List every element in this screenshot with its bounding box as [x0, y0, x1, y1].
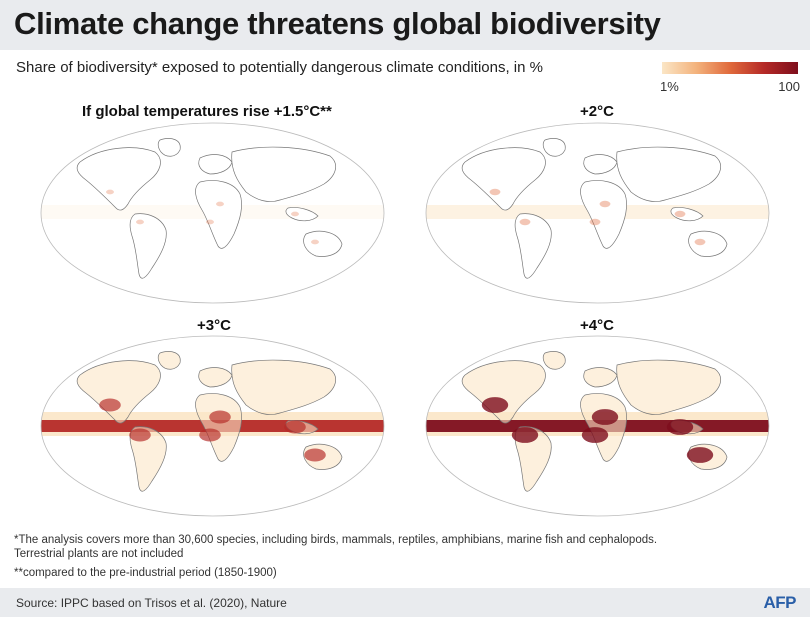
heat-hotspot [481, 397, 509, 413]
map-border [40, 122, 385, 304]
footnote-preindustrial: **compared to the pre-industrial period … [14, 567, 277, 579]
land-north-america [76, 360, 161, 424]
land-greenland [542, 138, 566, 157]
heat-hotspot [99, 398, 121, 412]
heat-hotspot [694, 238, 706, 246]
color-legend: 1% 100 [660, 62, 800, 98]
heat-hotspot [291, 211, 299, 217]
chart-subtitle: Share of biodiversity* exposed to potent… [16, 59, 543, 76]
land-north-america [461, 147, 546, 211]
land-europe [198, 154, 233, 175]
panel-title-3c: +3°C [197, 317, 231, 334]
world-map-3c [40, 335, 385, 517]
map-border [425, 122, 770, 304]
land-greenland [157, 351, 181, 370]
land-africa [580, 393, 627, 462]
heat-hotspot [106, 189, 114, 195]
source-bar: Source: IPPC based on Trisos et al. (202… [0, 588, 810, 617]
legend-gradient-bar [662, 62, 798, 74]
land-europe [583, 367, 618, 388]
heat-hotspot [129, 428, 151, 442]
heat-hotspot [581, 427, 609, 443]
footnote-species: *The analysis covers more than 30,600 sp… [14, 534, 658, 546]
heat-hotspot [284, 420, 306, 434]
panel-title-1-5c: If global temperatures rise +1.5°C** [82, 103, 332, 120]
panel-title-4c: +4°C [580, 317, 614, 334]
heat-hotspot [599, 200, 611, 208]
chart-title: Climate change threatens global biodiver… [14, 6, 661, 41]
source-text: Source: IPPC based on Trisos et al. (202… [16, 596, 287, 610]
heat-hotspot [686, 447, 714, 463]
land-maritime-asia [285, 207, 319, 222]
panel-title-2c: +2°C [580, 103, 614, 120]
afp-logo: AFP [763, 593, 797, 612]
heat-hotspot [511, 427, 539, 443]
land-africa [195, 180, 242, 249]
footnote-plants: Terrestrial plants are not included [14, 548, 184, 560]
land-asia [616, 359, 722, 415]
land-north-america [76, 147, 161, 211]
heat-hotspot [591, 409, 619, 425]
legend-min-label: 1% [660, 79, 679, 94]
heat-hotspot [199, 428, 221, 442]
land-greenland [542, 351, 566, 370]
world-map-1-5c [40, 122, 385, 304]
world-map-4c [425, 335, 770, 517]
heat-hotspot [216, 201, 224, 207]
land-south-america [129, 213, 167, 279]
heat-hotspot [666, 419, 694, 435]
land-greenland [157, 138, 181, 157]
land-maritime-asia [670, 207, 704, 222]
land-africa [195, 393, 242, 462]
heat-hotspot [489, 188, 501, 196]
heat-hotspot [304, 448, 326, 462]
map-border [425, 335, 770, 517]
land-europe [583, 154, 618, 175]
heat-hotspot [209, 410, 231, 424]
heat-hotspot [206, 219, 214, 225]
heat-hotspot [136, 219, 144, 225]
map-border [40, 335, 385, 517]
legend-max-label: 100 [778, 79, 800, 94]
land-europe [198, 367, 233, 388]
heat-hotspot [674, 210, 686, 218]
land-africa [580, 180, 627, 249]
land-south-america [514, 213, 552, 279]
land-north-america [461, 360, 546, 424]
heat-hotspot [519, 218, 531, 226]
title-bar: Climate change threatens global biodiver… [0, 0, 810, 50]
land-asia [616, 146, 722, 202]
land-australia [303, 230, 343, 257]
land-south-america [129, 426, 167, 492]
heat-hotspot [589, 218, 601, 226]
world-map-2c [425, 122, 770, 304]
land-australia [688, 230, 728, 257]
heat-hotspot [311, 239, 319, 245]
land-asia [231, 359, 337, 415]
land-asia [231, 146, 337, 202]
